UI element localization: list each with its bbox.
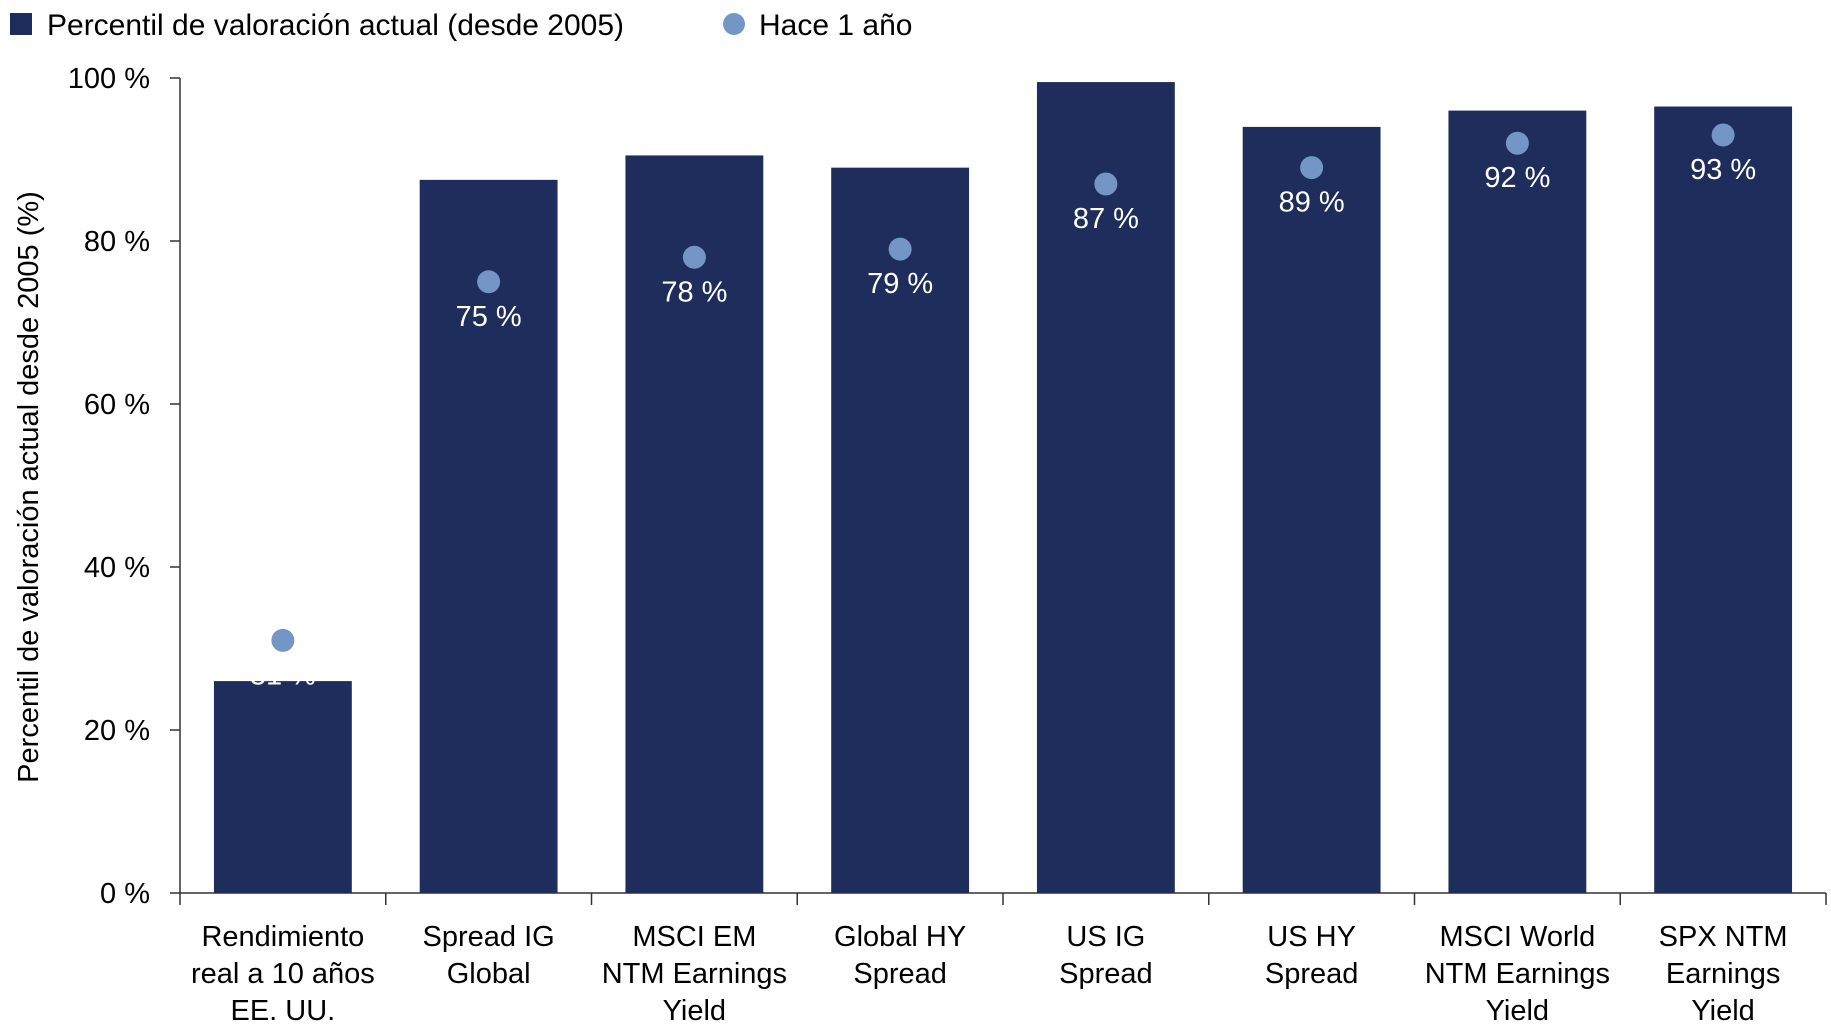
data-labels: 31 % 75 % 78 % 79 % 87 % 89 % 92 % 93 % bbox=[250, 154, 1756, 691]
category-label-line: NTM Earnings bbox=[602, 958, 787, 990]
dot bbox=[682, 245, 706, 269]
y-tick-label: 20 % bbox=[84, 715, 150, 747]
category-label: US HY Spread bbox=[1265, 921, 1359, 990]
dot bbox=[1300, 156, 1324, 180]
legend-bar-label: Percentil de valoración actual (desde 20… bbox=[47, 9, 624, 42]
dot-data-label: 31 % bbox=[250, 659, 316, 691]
dot bbox=[1094, 172, 1118, 196]
category-label: MSCI World NTM Earnings Yield bbox=[1425, 921, 1610, 1027]
category-label-line: Spread bbox=[1265, 958, 1359, 990]
category-label-line: Global bbox=[447, 958, 531, 990]
y-axis: 0 % 20 % 40 % 60 % 80 % 100 % bbox=[68, 63, 181, 910]
bar bbox=[625, 155, 764, 894]
category-label: Spread IG Global bbox=[423, 921, 555, 990]
y-tick-label: 60 % bbox=[84, 389, 150, 421]
dot-data-label: 79 % bbox=[867, 268, 933, 300]
bar bbox=[419, 179, 558, 893]
y-tick-label: 80 % bbox=[84, 226, 150, 258]
category-label-line: Spread bbox=[1059, 958, 1153, 990]
category-label-line: Yield bbox=[1486, 995, 1549, 1027]
category-label-line: Earnings bbox=[1666, 958, 1780, 990]
legend-dot-label: Hace 1 año bbox=[759, 9, 912, 42]
bar bbox=[1448, 110, 1587, 894]
dots bbox=[271, 123, 1735, 652]
category-label-line: Spread bbox=[853, 958, 947, 990]
category-label-line: Yield bbox=[1691, 995, 1754, 1027]
y-tick-label: 100 % bbox=[68, 63, 150, 95]
dot-data-label: 89 % bbox=[1279, 187, 1345, 219]
category-label-line: EE. UU. bbox=[231, 995, 336, 1027]
bar bbox=[1036, 82, 1175, 893]
bar bbox=[831, 167, 970, 893]
category-label-line: SPX NTM bbox=[1659, 921, 1788, 953]
category-label-line: NTM Earnings bbox=[1425, 958, 1610, 990]
category-labels: Rendimiento real a 10 años EE. UU. Spread I… bbox=[191, 921, 1788, 1027]
category-label: Global HY Spread bbox=[834, 921, 966, 990]
bars bbox=[213, 82, 1793, 894]
legend: Percentil de valoración actual (desde 20… bbox=[10, 9, 912, 42]
dot-data-label: 75 % bbox=[456, 301, 522, 333]
legend-bar-swatch bbox=[10, 13, 32, 35]
bar bbox=[1242, 126, 1381, 893]
dot-data-label: 78 % bbox=[661, 276, 727, 308]
x-axis bbox=[179, 892, 1827, 905]
category-label-line: Spread IG bbox=[423, 921, 555, 953]
y-axis-title: Percentil de valoración actual desde 200… bbox=[13, 191, 45, 783]
dot-data-label: 93 % bbox=[1690, 154, 1756, 186]
category-label: MSCI EM NTM Earnings Yield bbox=[602, 921, 787, 1027]
dot bbox=[477, 270, 501, 294]
legend-dot-swatch bbox=[723, 13, 745, 35]
y-tick-label: 40 % bbox=[84, 552, 150, 584]
bar bbox=[1654, 106, 1793, 893]
category-label-line: US HY bbox=[1267, 921, 1356, 953]
category-label: SPX NTM Earnings Yield bbox=[1659, 921, 1788, 1027]
category-label-line: US IG bbox=[1066, 921, 1145, 953]
category-label-line: Rendimiento bbox=[201, 921, 364, 953]
category-label-line: Yield bbox=[663, 995, 726, 1027]
dot bbox=[1505, 131, 1529, 155]
bar bbox=[213, 681, 352, 893]
category-label-line: Global HY bbox=[834, 921, 966, 953]
category-label-line: MSCI World bbox=[1439, 921, 1595, 953]
category-label-line: MSCI EM bbox=[632, 921, 756, 953]
category-label: Rendimiento real a 10 años EE. UU. bbox=[191, 921, 375, 1027]
dot bbox=[271, 628, 295, 652]
y-tick-label: 0 % bbox=[100, 878, 150, 910]
dot bbox=[888, 237, 912, 261]
dot bbox=[1711, 123, 1735, 147]
category-label: US IG Spread bbox=[1059, 921, 1153, 990]
category-label-line: real a 10 años bbox=[191, 958, 375, 990]
dot-data-label: 92 % bbox=[1484, 162, 1550, 194]
dot-data-label: 87 % bbox=[1073, 203, 1139, 235]
